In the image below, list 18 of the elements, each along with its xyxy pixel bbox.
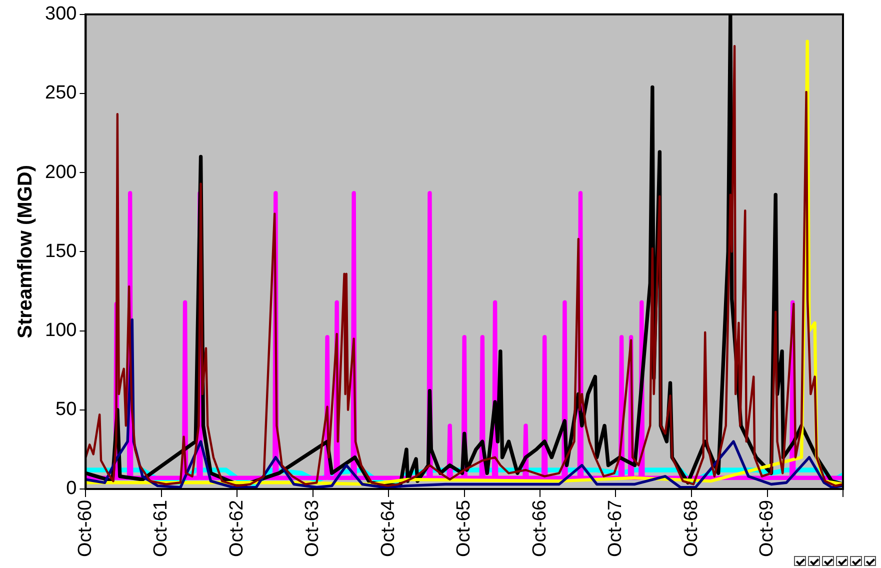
x-tick-label: Oct-66 xyxy=(529,500,550,558)
y-axis-title: Streamflow (MGD) xyxy=(14,165,37,338)
x-tick-label: Oct-68 xyxy=(680,500,702,558)
y-tick-label: 50 xyxy=(56,399,77,420)
x-tick-label: Oct-65 xyxy=(454,500,475,558)
x-tick-label: Oct-62 xyxy=(226,500,248,558)
x-tick-label: Oct-61 xyxy=(150,500,172,558)
x-tick-label: Oct-63 xyxy=(302,500,323,558)
y-tick-label: 250 xyxy=(45,82,77,104)
x-tick-label: Oct-69 xyxy=(756,500,778,558)
y-tick-label: 150 xyxy=(45,240,77,262)
x-tick-label: Oct-64 xyxy=(378,500,399,558)
y-tick-label: 200 xyxy=(45,162,77,183)
y-tick-label: 0 xyxy=(66,478,77,500)
y-tick-label: 100 xyxy=(45,320,77,342)
y-tick-label: 300 xyxy=(45,4,77,25)
x-tick-label: Oct-67 xyxy=(604,500,626,558)
x-tick-label: Oct-60 xyxy=(74,500,96,558)
